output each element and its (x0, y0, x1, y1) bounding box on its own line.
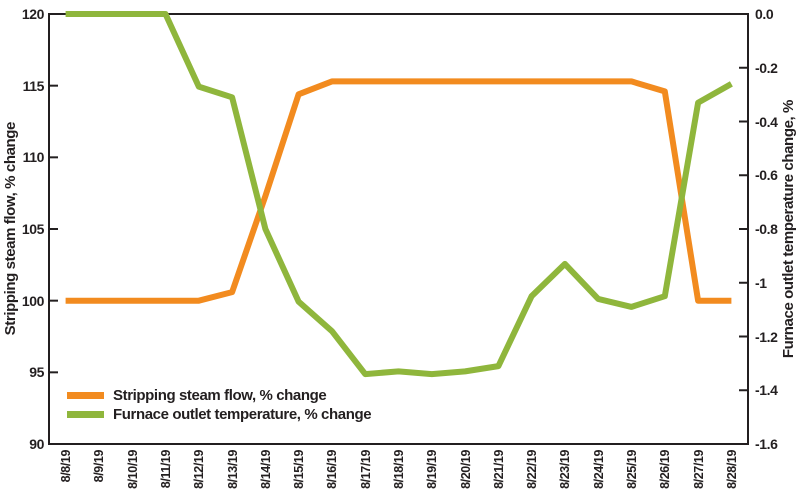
left-axis-tick-label: 100 (21, 292, 45, 309)
right-axis-tick-label: 0.0 (755, 6, 774, 22)
x-axis-tick-label: 8/13/19 (225, 450, 240, 489)
series-line-furnace-outlet-temperature (65, 11, 733, 378)
left-axis-tick-label: 115 (22, 77, 45, 94)
x-axis-tick-label: 8/27/19 (691, 450, 706, 489)
x-axis-tick-label: 8/8/19 (59, 450, 74, 483)
left-axis-tick-label: 95 (29, 364, 44, 381)
x-axis-tick-label: 8/12/19 (192, 450, 207, 489)
x-axis-tick-label: 8/19/19 (425, 450, 440, 489)
x-axis-tick-label: 8/23/19 (558, 450, 573, 489)
legend-item-furnace-outlet-temperature: Furnace outlet temperature, % change (67, 405, 372, 424)
x-axis-tick-label: 8/26/19 (658, 450, 673, 489)
right-axis-tick-label: -0.2 (755, 59, 778, 76)
x-axis-tick-label: 8/9/19 (92, 450, 107, 483)
right-axis-tick-label: -1.2 (755, 328, 778, 345)
right-axis-tick-label: -1.6 (755, 436, 778, 452)
legend-item-stripping-steam-flow: Stripping steam flow, % change (67, 386, 371, 405)
left-axis-tick-label: 110 (22, 149, 45, 166)
right-axis-tick-label: -0.6 (755, 167, 778, 184)
left-axis-tick-label: 105 (21, 221, 45, 237)
x-axis-tick-label: 8/24/19 (591, 450, 606, 489)
x-axis-tick-label: 8/28/19 (724, 450, 739, 489)
legend-swatch-orange (67, 392, 104, 399)
legend-label: Furnace outlet temperature, % change (113, 406, 372, 423)
x-axis-tick-label: 8/25/19 (625, 450, 639, 489)
x-axis-tick-label: 8/17/19 (358, 450, 373, 489)
x-axis-tick-label: 8/22/19 (525, 450, 540, 489)
right-axis-tick-label: -1 (755, 274, 767, 291)
legend: Stripping steam flow, % change Furnace o… (67, 386, 372, 424)
x-axis-tick-label: 8/14/19 (258, 450, 273, 489)
x-axis-tick-label: 8/20/19 (458, 450, 473, 489)
x-axis-tick-label: 8/21/19 (491, 450, 506, 489)
right-axis-tick-label: -1.4 (755, 382, 778, 399)
x-axis-tick-label: 8/16/19 (325, 450, 340, 489)
x-axis-tick-label: 8/10/19 (125, 450, 140, 489)
right-axis-tick-label: -0.8 (755, 221, 778, 237)
legend-label: Stripping steam flow, % change (113, 387, 327, 404)
x-axis-tick-label: 8/18/19 (392, 450, 406, 489)
x-axis-tick-label: 8/11/19 (159, 450, 173, 489)
right-axis-tick-label: -0.4 (755, 113, 778, 130)
x-axis-tick-label: 8/15/19 (292, 450, 307, 489)
left-axis-tick-label: 90 (29, 436, 44, 452)
left-axis-tick-label: 120 (21, 6, 45, 22)
legend-swatch-green (67, 411, 104, 418)
series-line-stripping-steam-flow (65, 78, 732, 304)
